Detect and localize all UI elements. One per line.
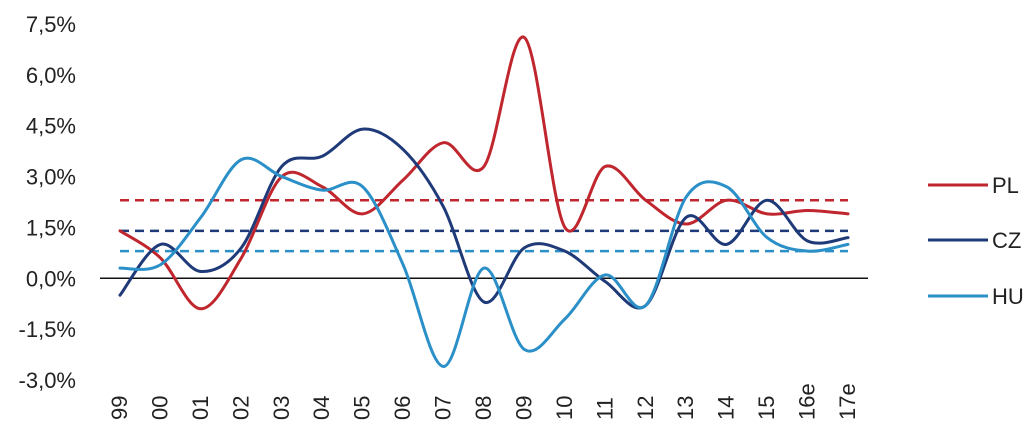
x-tick-label: 16e [795, 383, 820, 420]
series-line-cz [118, 127, 850, 310]
y-tick-label: -3,0% [19, 368, 76, 393]
x-tick-label: 02 [228, 396, 253, 420]
x-tick-label: 99 [107, 396, 132, 420]
x-tick-label: 05 [350, 396, 375, 420]
x-tick-label: 11 [592, 397, 617, 420]
x-tick-label: 00 [147, 396, 172, 420]
y-tick-label: 6,0% [26, 63, 76, 88]
legend-label: PL [992, 173, 1019, 198]
legend: PL CZ HU [928, 173, 1024, 309]
y-tick-label: 4,5% [26, 114, 76, 139]
x-tick-label: 08 [471, 396, 496, 420]
x-tick-label: 10 [552, 396, 577, 420]
legend-item-cz: CZ [928, 228, 1021, 253]
y-tick-label: 0,0% [26, 266, 76, 291]
series-line-hu [118, 156, 850, 368]
y-axis: 7,5% 6,0% 4,5% 3,0% 1,5% 0,0% -1,5% -3,0% [19, 12, 76, 393]
x-tick-label: 04 [309, 396, 334, 420]
x-tick-label: 14 [714, 396, 739, 420]
y-tick-label: 1,5% [26, 215, 76, 240]
y-tick-label: 7,5% [26, 12, 76, 37]
x-axis: 99 00 01 02 03 04 05 06 07 08 09 10 11 12 13 14 15 16e 17e [107, 383, 860, 420]
legend-item-pl: PL [928, 173, 1019, 198]
x-tick-label: 06 [390, 396, 415, 420]
x-tick-label: 17e [835, 383, 860, 420]
y-tick-label: -1,5% [19, 317, 76, 342]
legend-label: HU [992, 284, 1024, 309]
legend-item-hu: HU [928, 284, 1024, 309]
y-tick-label: 3,0% [26, 165, 76, 190]
x-tick-label: 13 [673, 396, 698, 420]
x-tick-label: 01 [188, 396, 213, 420]
plot-area [100, 35, 868, 368]
x-tick-label: 12 [633, 396, 658, 420]
x-tick-label: 15 [754, 396, 779, 420]
series-line-pl [118, 35, 850, 311]
x-tick-label: 09 [511, 396, 536, 420]
legend-label: CZ [992, 228, 1021, 253]
x-tick-label: 03 [269, 396, 294, 420]
x-tick-label: 07 [431, 396, 456, 420]
